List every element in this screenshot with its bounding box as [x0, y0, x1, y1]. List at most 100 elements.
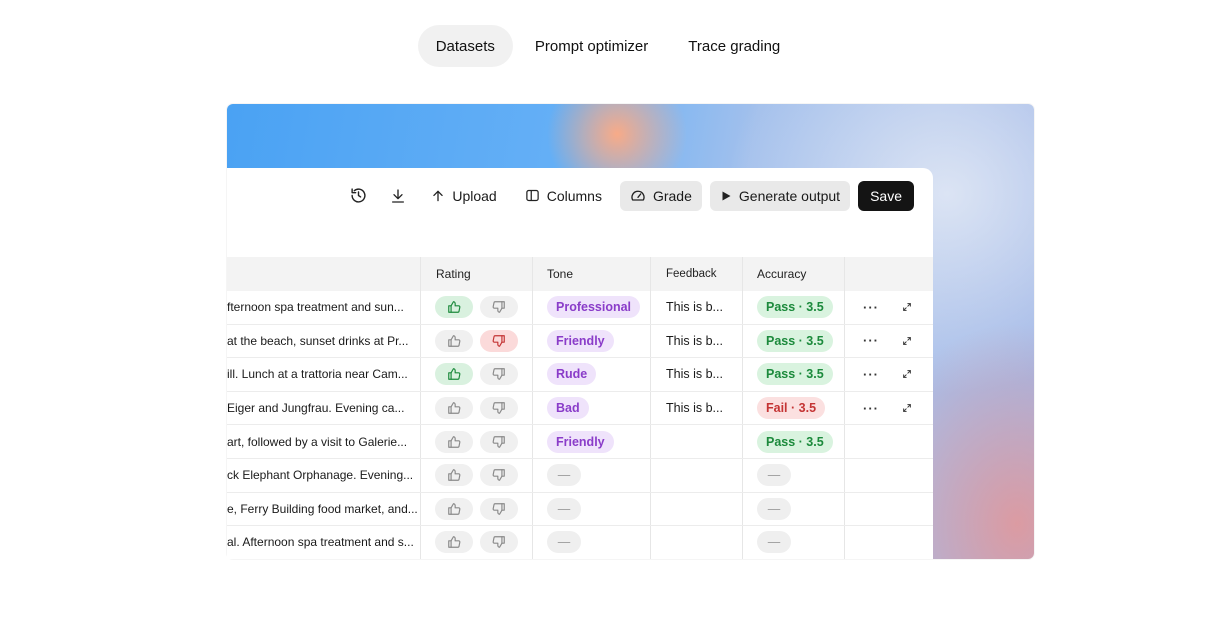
thumbs-down-button[interactable] [480, 363, 518, 386]
thumbs-down-button[interactable] [480, 497, 518, 520]
tone-badge[interactable]: — [547, 464, 581, 487]
tone-badge[interactable]: — [547, 497, 581, 520]
accuracy-badge[interactable]: Pass · 3.5 [757, 329, 833, 352]
accuracy-cell: Pass · 3.5 [743, 291, 845, 324]
tab-datasets[interactable]: Datasets [417, 25, 513, 67]
input-text-cell[interactable]: ill. Lunch at a trattoria near Cam... [227, 358, 421, 391]
more-icon[interactable]: ··· [863, 400, 879, 416]
accuracy-badge[interactable]: Fail · 3.5 [757, 397, 826, 420]
accuracy-badge[interactable]: — [757, 464, 791, 487]
tone-badge[interactable]: — [547, 531, 581, 554]
thumbs-down-button[interactable] [480, 464, 518, 487]
tab-prompt-optimizer[interactable]: Prompt optimizer [534, 37, 649, 55]
feedback-cell[interactable] [651, 526, 743, 559]
input-text-cell[interactable]: ck Elephant Orphanage. Evening... [227, 458, 421, 492]
feedback-cell[interactable] [651, 458, 743, 492]
header-feedback: Feedback [651, 257, 743, 291]
thumbs-up-button[interactable] [435, 363, 473, 386]
expand-icon[interactable] [902, 403, 912, 413]
table-row[interactable]: art, followed by a visit to Galerie... F… [227, 425, 933, 459]
table-row[interactable]: Eiger and Jungfrau. Evening ca... Bad Th… [227, 391, 933, 426]
table-row[interactable]: fternoon spa treatment and sun... Profes… [227, 291, 933, 325]
expand-icon[interactable] [902, 369, 912, 379]
actions-cell [845, 493, 933, 526]
table-row[interactable]: ck Elephant Orphanage. Evening... — — [227, 458, 933, 493]
thumbs-up-button[interactable] [435, 430, 473, 453]
table-row[interactable]: at the beach, sunset drinks at Pr... Fri… [227, 324, 933, 359]
download-button[interactable] [383, 181, 413, 211]
accuracy-badge[interactable]: Pass · 3.5 [757, 296, 833, 319]
history-button[interactable] [343, 181, 373, 211]
thumbs-down-icon [492, 300, 506, 314]
feedback-cell[interactable] [651, 492, 743, 526]
accuracy-badge[interactable]: Pass · 3.5 [757, 430, 833, 453]
tone-badge[interactable]: Rude [547, 363, 597, 386]
feedback-cell[interactable]: This is b... [651, 358, 743, 391]
tone-badge[interactable]: Professional [547, 296, 641, 319]
feedback-cell[interactable]: This is b... [651, 391, 743, 425]
accuracy-cell: — [743, 526, 845, 559]
accuracy-badge[interactable]: — [757, 497, 791, 520]
actions-cell: ··· [845, 291, 933, 324]
thumbs-up-button[interactable] [435, 329, 473, 352]
thumbs-up-icon [447, 367, 461, 381]
input-text-cell[interactable]: al. Afternoon spa treatment and s... [227, 526, 421, 559]
thumbs-down-icon [492, 401, 506, 415]
more-icon[interactable]: ··· [863, 333, 879, 349]
input-text-cell[interactable]: Eiger and Jungfrau. Evening ca... [227, 391, 421, 425]
rating-cell [421, 391, 533, 425]
arrow-up-icon [433, 190, 444, 201]
grade-button[interactable]: Grade [619, 180, 702, 211]
thumbs-down-icon [492, 502, 506, 516]
more-icon[interactable]: ··· [863, 299, 879, 315]
header-tone: Tone [533, 257, 651, 291]
upload-button[interactable]: Upload [421, 181, 506, 211]
thumbs-down-button[interactable] [480, 329, 518, 352]
thumbs-up-button[interactable] [435, 397, 473, 420]
tone-badge[interactable]: Friendly [547, 329, 614, 352]
accuracy-badge[interactable]: — [757, 531, 791, 554]
generate-output-button[interactable]: Generate output [709, 180, 851, 211]
columns-icon [525, 189, 539, 202]
accuracy-cell: — [743, 492, 845, 526]
tone-badge[interactable]: Friendly [547, 430, 614, 453]
table-row[interactable]: ill. Lunch at a trattoria near Cam... Ru… [227, 358, 933, 392]
tab-trace-grading[interactable]: Trace grading [688, 37, 781, 55]
thumbs-up-icon [447, 468, 461, 482]
save-button[interactable]: Save [858, 180, 914, 211]
expand-icon[interactable] [902, 336, 912, 346]
feedback-cell[interactable] [651, 425, 743, 458]
thumbs-down-icon [492, 367, 506, 381]
tone-cell: — [533, 492, 651, 526]
accuracy-badge[interactable]: Pass · 3.5 [757, 363, 833, 386]
tone-cell: — [533, 526, 651, 559]
input-text-cell[interactable]: fternoon spa treatment and sun... [227, 291, 421, 324]
thumbs-up-button[interactable] [435, 497, 473, 520]
feedback-cell[interactable]: This is b... [651, 291, 743, 324]
thumbs-down-button[interactable] [480, 296, 518, 319]
input-text-cell[interactable]: e, Ferry Building food market, and... [227, 492, 421, 526]
thumbs-down-button[interactable] [480, 430, 518, 453]
thumbs-up-button[interactable] [435, 464, 473, 487]
rating-cell [421, 458, 533, 492]
feedback-cell[interactable]: This is b... [651, 324, 743, 358]
more-icon[interactable]: ··· [863, 366, 879, 382]
toolbar: Upload Columns Grade Generate output Sav… [343, 180, 914, 211]
accuracy-cell: Fail · 3.5 [743, 391, 845, 425]
thumbs-up-icon [447, 300, 461, 314]
input-text-cell[interactable]: art, followed by a visit to Galerie... [227, 425, 421, 458]
expand-icon[interactable] [902, 302, 912, 312]
header-input [227, 257, 421, 291]
actions-cell: ··· [845, 325, 933, 358]
thumbs-down-button[interactable] [480, 531, 518, 554]
thumbs-up-button[interactable] [435, 531, 473, 554]
table-row[interactable]: al. Afternoon spa treatment and s... — — [227, 526, 933, 559]
rating-cell [421, 324, 533, 358]
thumbs-down-button[interactable] [480, 397, 518, 420]
table-row[interactable]: e, Ferry Building food market, and... — … [227, 492, 933, 527]
input-text-cell[interactable]: at the beach, sunset drinks at Pr... [227, 324, 421, 358]
columns-button[interactable]: Columns [515, 181, 612, 211]
thumbs-up-icon [447, 401, 461, 415]
thumbs-up-button[interactable] [435, 296, 473, 319]
tone-badge[interactable]: Bad [547, 397, 589, 420]
